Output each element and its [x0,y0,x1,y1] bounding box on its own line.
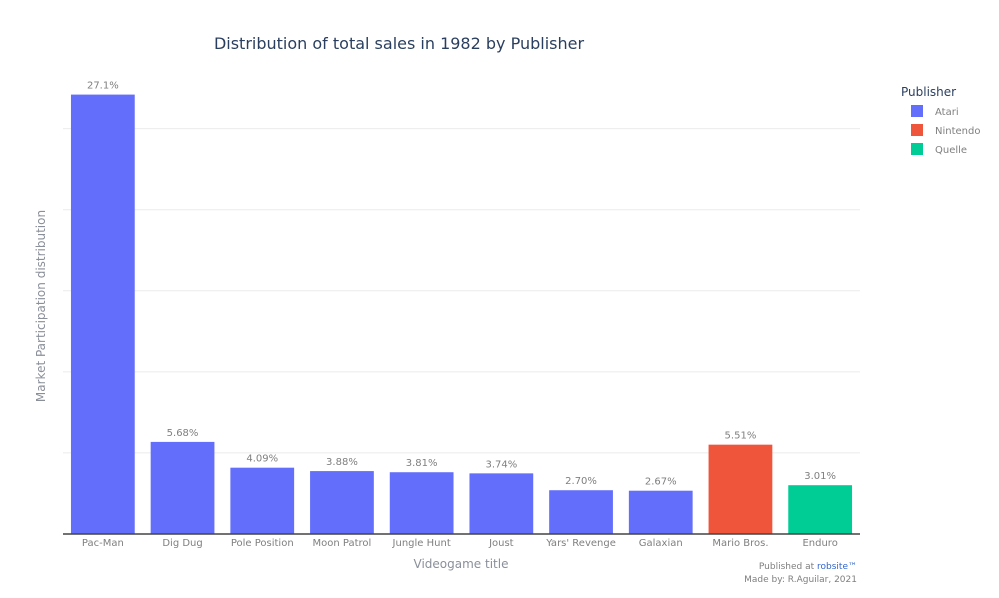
x-tick-label: Pole Position [231,538,294,549]
bar-jungle-hunt[interactable] [389,472,454,534]
x-tick-label: Dig Dug [162,538,202,549]
gridlines [63,128,860,454]
bar-moon-patrol[interactable] [310,471,374,534]
data-label: 27.1% [87,81,119,92]
legend: Publisher Atari Nintendo Quelle [901,85,980,156]
made-by-text: Made by: R.Aguilar, 2021 [744,575,857,585]
y-axis-title: Market Participation distribution [34,210,48,402]
published-link[interactable]: robsite™ [817,562,857,572]
data-labels: 27.1% 5.68% 4.09% 3.88% 3.81% 3.74% 2.70% 2.67%… [87,81,836,488]
data-label: 3.88% [326,457,358,468]
bar-pac-man[interactable] [70,94,135,534]
x-tick-label: Yars' Revenge [545,538,616,549]
legend-item-atari[interactable]: Atari [935,107,959,118]
legend-swatch-nintendo[interactable] [911,124,923,136]
legend-swatch-quelle[interactable] [911,143,923,155]
x-tick-label: Moon Patrol [313,538,372,549]
x-tick-labels: Pac-Man Dig Dug Pole Position Moon Patrol Ju… [82,538,838,549]
data-label: 3.81% [406,458,438,469]
bar-yars-revenge[interactable] [549,490,613,534]
published-prefix: Published at [759,562,817,572]
published-text: Published at robsite™ [759,562,857,572]
data-label: 2.67% [645,477,677,488]
bar-joust[interactable] [469,473,534,534]
footer: Published at robsite™ Made by: R.Aguilar… [744,562,857,585]
x-tick-label: Jungle Hunt [392,538,451,549]
data-label: 3.01% [804,471,836,482]
data-label: 4.09% [246,454,278,465]
bars [70,94,853,534]
x-tick-label: Pac-Man [82,538,124,549]
x-tick-label: Galaxian [639,538,683,549]
bar-mario-bros[interactable] [708,444,773,534]
bar-dig-dug[interactable] [150,441,215,534]
legend-swatch-atari[interactable] [911,105,923,117]
data-label: 3.74% [485,459,517,470]
chart-title: Distribution of total sales in 1982 by P… [214,34,585,53]
legend-item-nintendo[interactable]: Nintendo [935,126,980,137]
x-axis-title: Videogame title [414,557,509,571]
legend-item-quelle[interactable]: Quelle [935,145,967,156]
bar-enduro[interactable] [788,485,853,534]
x-tick-label: Enduro [802,538,837,549]
data-label: 5.68% [167,428,199,439]
x-tick-label: Mario Bros. [712,538,768,549]
bar-galaxian[interactable] [628,490,693,534]
x-tick-label: Joust [488,538,514,549]
legend-title: Publisher [901,85,956,99]
bar-pole-position[interactable] [230,467,295,534]
data-label: 5.51% [725,431,757,442]
data-label: 2.70% [565,476,597,487]
